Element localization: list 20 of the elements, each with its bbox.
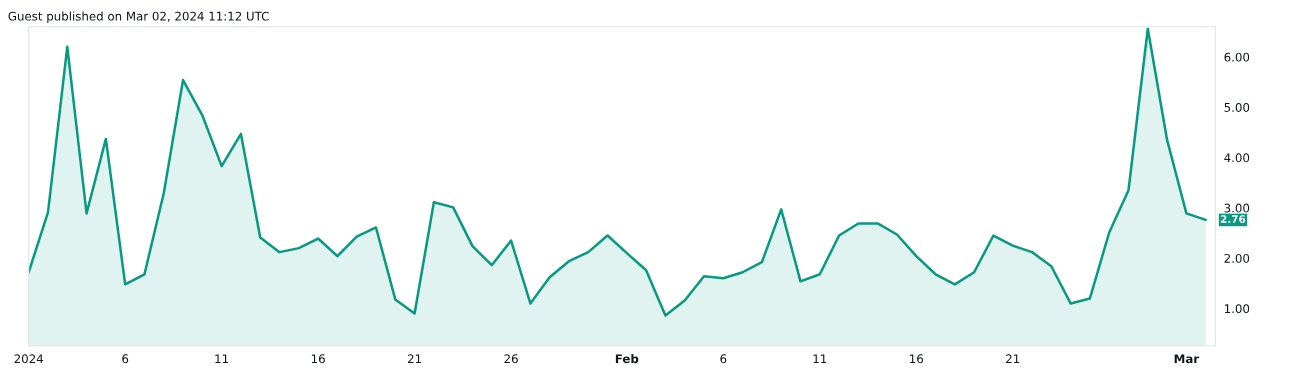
x-tick-label: 16 (910, 354, 924, 364)
x-tick-label: 6 (122, 354, 129, 364)
x-tick-label: Mar (1174, 354, 1200, 364)
y-tick-label: 1.00 (1224, 304, 1250, 314)
x-tick-label: 6 (720, 354, 727, 364)
x-tick-label: 2024 (14, 354, 44, 364)
y-tick-label: 6.00 (1224, 52, 1250, 62)
chart-title: Guest published on Mar 02, 2024 11:12 UTC (8, 11, 269, 23)
y-tick-label: 4.00 (1224, 153, 1250, 163)
x-tick-label: 16 (311, 354, 325, 364)
x-tick-label: 21 (407, 354, 422, 364)
y-tick-label: 5.00 (1224, 102, 1250, 112)
x-tick-label: 11 (215, 354, 229, 364)
y-tick-label: 2.00 (1224, 253, 1250, 263)
x-tick-label: 26 (504, 354, 518, 364)
x-tick-label: 11 (813, 354, 827, 364)
x-tick-label: 21 (1006, 354, 1020, 364)
y-tick-label: 3.00 (1224, 203, 1250, 213)
annotation: 2.76 (1220, 215, 1246, 223)
x-tick-label: Feb (615, 354, 639, 364)
